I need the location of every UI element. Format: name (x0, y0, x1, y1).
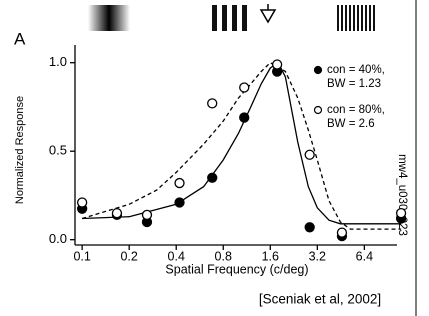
legend-marker (315, 107, 322, 114)
data-point (240, 83, 249, 92)
x-tick-label: 0.4 (168, 249, 185, 263)
x-tick-label: 3.2 (309, 249, 326, 263)
peak-arrow (261, 4, 275, 22)
data-point (142, 210, 151, 219)
data-point (208, 173, 217, 182)
x-axis-label: Spatial Frequency (c/deg) (165, 262, 308, 276)
chart: A Spatial Frequency (c/deg) Normalized R… (0, 0, 429, 316)
legend-label: con = 80%, (327, 104, 385, 116)
data-point (175, 179, 184, 188)
y-tick-label: 1.0 (49, 54, 67, 69)
legend-sublabel: BW = 1.23 (327, 78, 381, 90)
x-tick-label: 1.6 (262, 249, 279, 263)
grating-high (335, 5, 375, 31)
y-axis-label: Normalized Response (14, 96, 26, 204)
data-point (397, 209, 406, 218)
x-tick-label: 6.4 (356, 249, 373, 263)
x-tick-label: 0.8 (215, 249, 232, 263)
data-point (305, 223, 314, 232)
citation: [Sceniak et al, 2002] (259, 292, 381, 307)
data-point (337, 228, 346, 237)
data-point (240, 113, 249, 122)
y-tick-label: 0.5 (49, 143, 67, 158)
data-point (305, 150, 314, 159)
legend-label: con = 40%, (327, 64, 385, 76)
x-tick-label: 0.2 (120, 249, 137, 263)
grating-low (88, 5, 130, 31)
legend-marker (315, 67, 322, 74)
data-point (78, 198, 87, 207)
panel-label: A (14, 29, 26, 48)
data-point (208, 99, 217, 108)
grating-mid (210, 5, 250, 31)
y-tick-label: 0.0 (49, 231, 67, 246)
legend-sublabel: BW = 2.6 (327, 118, 375, 130)
data-point (273, 60, 282, 69)
data-point (175, 198, 184, 207)
data-point (112, 209, 121, 218)
x-tick-label: 0.1 (73, 249, 90, 263)
